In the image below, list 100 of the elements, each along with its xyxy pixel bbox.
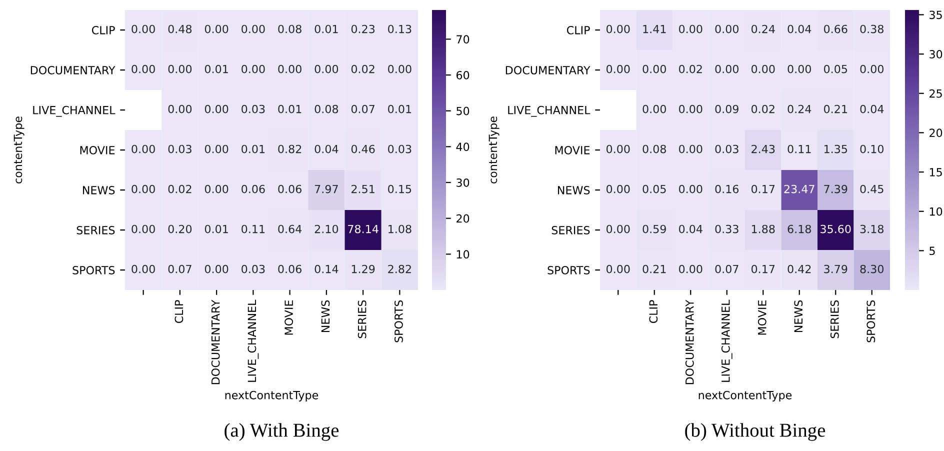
data-label: 0.03 (715, 144, 738, 154)
data-label: 3.79 (824, 264, 848, 274)
x-tick-label: NEWS (794, 300, 803, 332)
data-label: 0.00 (132, 184, 155, 194)
data-label: 0.02 (168, 184, 192, 194)
data-label: 0.64 (278, 224, 302, 234)
data-label: 0.21 (642, 264, 666, 274)
data-label: 0.09 (715, 104, 738, 114)
x-tick-label: LIVE_CHANNEL (721, 300, 732, 382)
data-label: 0.02 (751, 104, 774, 114)
data-label: 0.00 (204, 264, 228, 274)
data-label: 3.18 (860, 224, 884, 234)
data-label: 78.14 (348, 224, 378, 234)
y-tick-label: SPORTS (548, 266, 590, 274)
data-label: 0.17 (751, 264, 775, 274)
data-label: 0.06 (242, 184, 265, 194)
x-tick-label: DOCUMENTARY (685, 300, 694, 384)
data-label: 0.00 (678, 24, 702, 34)
data-label: 0.23 (351, 24, 375, 34)
x-tick-label: SERIES (830, 300, 839, 338)
data-label: 8.30 (860, 264, 884, 274)
x-tick-label: CLIP (649, 300, 658, 324)
data-label: 0.00 (606, 64, 630, 74)
data-label: 0.07 (351, 104, 374, 114)
data-label: 7.39 (824, 184, 848, 194)
color-bar-label: 60 (456, 70, 470, 80)
color-bar-label: 10 (456, 250, 470, 259)
x-tick-label: SPORTS (394, 300, 403, 342)
x-tick-label: DOCUMENTARY (211, 300, 220, 384)
x-tick-label: SPORTS (866, 300, 876, 342)
y-tick-label: MOVIE (80, 146, 115, 154)
data-label: 0.01 (314, 24, 338, 34)
data-label: 0.00 (204, 144, 228, 154)
data-label: 0.00 (642, 104, 666, 114)
data-label: 0.04 (314, 144, 338, 154)
data-label: 0.14 (314, 264, 338, 274)
color-bar-label: 20 (930, 128, 942, 138)
data-label: 1.41 (643, 24, 666, 34)
y-axis-title: contentType (488, 116, 500, 184)
data-label: 0.00 (715, 64, 739, 74)
data-label: 0.02 (351, 64, 374, 74)
color-bar-label: 10 (930, 207, 942, 216)
data-label: 0.01 (204, 224, 228, 234)
data-label: 0.00 (606, 144, 630, 154)
data-label: 0.03 (168, 144, 192, 154)
data-label: 1.35 (824, 144, 848, 154)
data-label: 0.00 (678, 184, 702, 194)
y-tick-label: SPORTS (72, 266, 115, 274)
color-bar-label: 70 (456, 35, 470, 44)
data-label: 0.15 (388, 184, 412, 194)
data-label: 0.00 (606, 224, 630, 234)
data-label: 1.88 (752, 224, 775, 234)
data-label: 0.24 (788, 104, 812, 114)
x-tick-label: SERIES (358, 300, 366, 338)
data-label: 0.00 (132, 24, 155, 34)
data-label: 0.00 (278, 64, 302, 74)
data-label: 0.00 (606, 24, 630, 34)
data-label: 0.06 (278, 184, 302, 194)
data-label: 0.04 (678, 224, 702, 234)
color-bar-label: 50 (456, 106, 470, 116)
data-label: 0.00 (168, 104, 192, 114)
y-tick-label: DOCUMENTARY (30, 66, 116, 74)
y-axis-title: contentType (14, 116, 24, 184)
x-axis-title: nextContentType (698, 390, 792, 402)
data-label: 0.02 (678, 64, 702, 74)
data-label: 0.07 (168, 264, 192, 274)
data-label: 0.45 (860, 184, 884, 194)
x-axis-title: nextContentType (225, 390, 318, 402)
data-label: 0.00 (751, 64, 775, 74)
data-label: 0.00 (314, 64, 338, 74)
data-label: 0.03 (242, 104, 265, 114)
data-label: 2.10 (314, 224, 338, 234)
color-bar-label: 20 (456, 214, 470, 223)
color-bar-label: 40 (456, 142, 470, 152)
data-label: 0.00 (788, 64, 812, 74)
data-label: 0.66 (824, 24, 848, 34)
y-tick-label: SERIES (76, 226, 115, 234)
data-label: 2.43 (752, 144, 775, 154)
data-label: 0.17 (751, 184, 775, 194)
data-label: 35.60 (820, 224, 851, 234)
text: (a) With Binge (224, 423, 339, 441)
data-label: 0.11 (242, 224, 265, 234)
y-tick-label: CLIP (566, 26, 590, 34)
x-tick-label: LIVE_CHANNEL (248, 300, 259, 382)
data-label: 0.48 (168, 24, 192, 34)
data-label: 0.01 (388, 104, 412, 114)
y-tick-label: LIVE_CHANNEL (508, 106, 590, 117)
data-label: 0.59 (642, 224, 666, 234)
data-label: 0.00 (204, 184, 228, 194)
data-label: 0.05 (824, 64, 848, 74)
data-label: 0.00 (204, 24, 228, 34)
data-label: 0.16 (715, 184, 739, 194)
data-label: 0.01 (278, 104, 302, 114)
data-label: 0.13 (388, 24, 412, 34)
data-label: 0.00 (678, 264, 702, 274)
data-label: 0.24 (751, 24, 775, 34)
data-label: 0.04 (788, 24, 812, 34)
data-label: 0.82 (278, 144, 302, 154)
data-label: 0.00 (388, 64, 412, 74)
color-bar-label: 30 (930, 50, 942, 58)
